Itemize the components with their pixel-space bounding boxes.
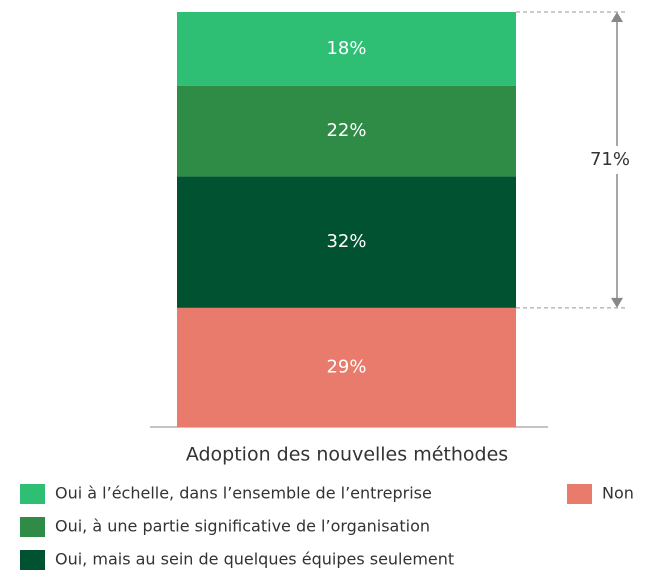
legend-swatch: [20, 550, 45, 570]
bar-segment: [177, 176, 516, 308]
value-label: 18%: [326, 38, 366, 59]
annotation-label: 71%: [590, 149, 630, 170]
value-label: 29%: [326, 356, 366, 377]
bar-segment: [177, 307, 516, 427]
legend-label: Non: [602, 484, 634, 503]
annotation-bg: [582, 145, 638, 174]
arrow-head: [611, 12, 623, 22]
bar-segment: [177, 12, 516, 86]
legend-label: Oui à l’échelle, dans l’ensemble de l’en…: [55, 484, 432, 503]
arrow-head: [611, 297, 623, 308]
category-label: Adoption des nouvelles méthodes: [186, 444, 508, 466]
legend-label: Oui, à une partie significative de l’org…: [55, 517, 430, 536]
value-label: 22%: [326, 120, 366, 141]
legend-label: Oui, mais au sein de quelques équipes se…: [55, 550, 454, 569]
legend-swatch: [20, 484, 45, 504]
value-label: 32%: [326, 231, 366, 252]
bar-segment: [177, 85, 516, 177]
legend-swatch: [20, 517, 45, 537]
legend-swatch: [567, 484, 592, 504]
